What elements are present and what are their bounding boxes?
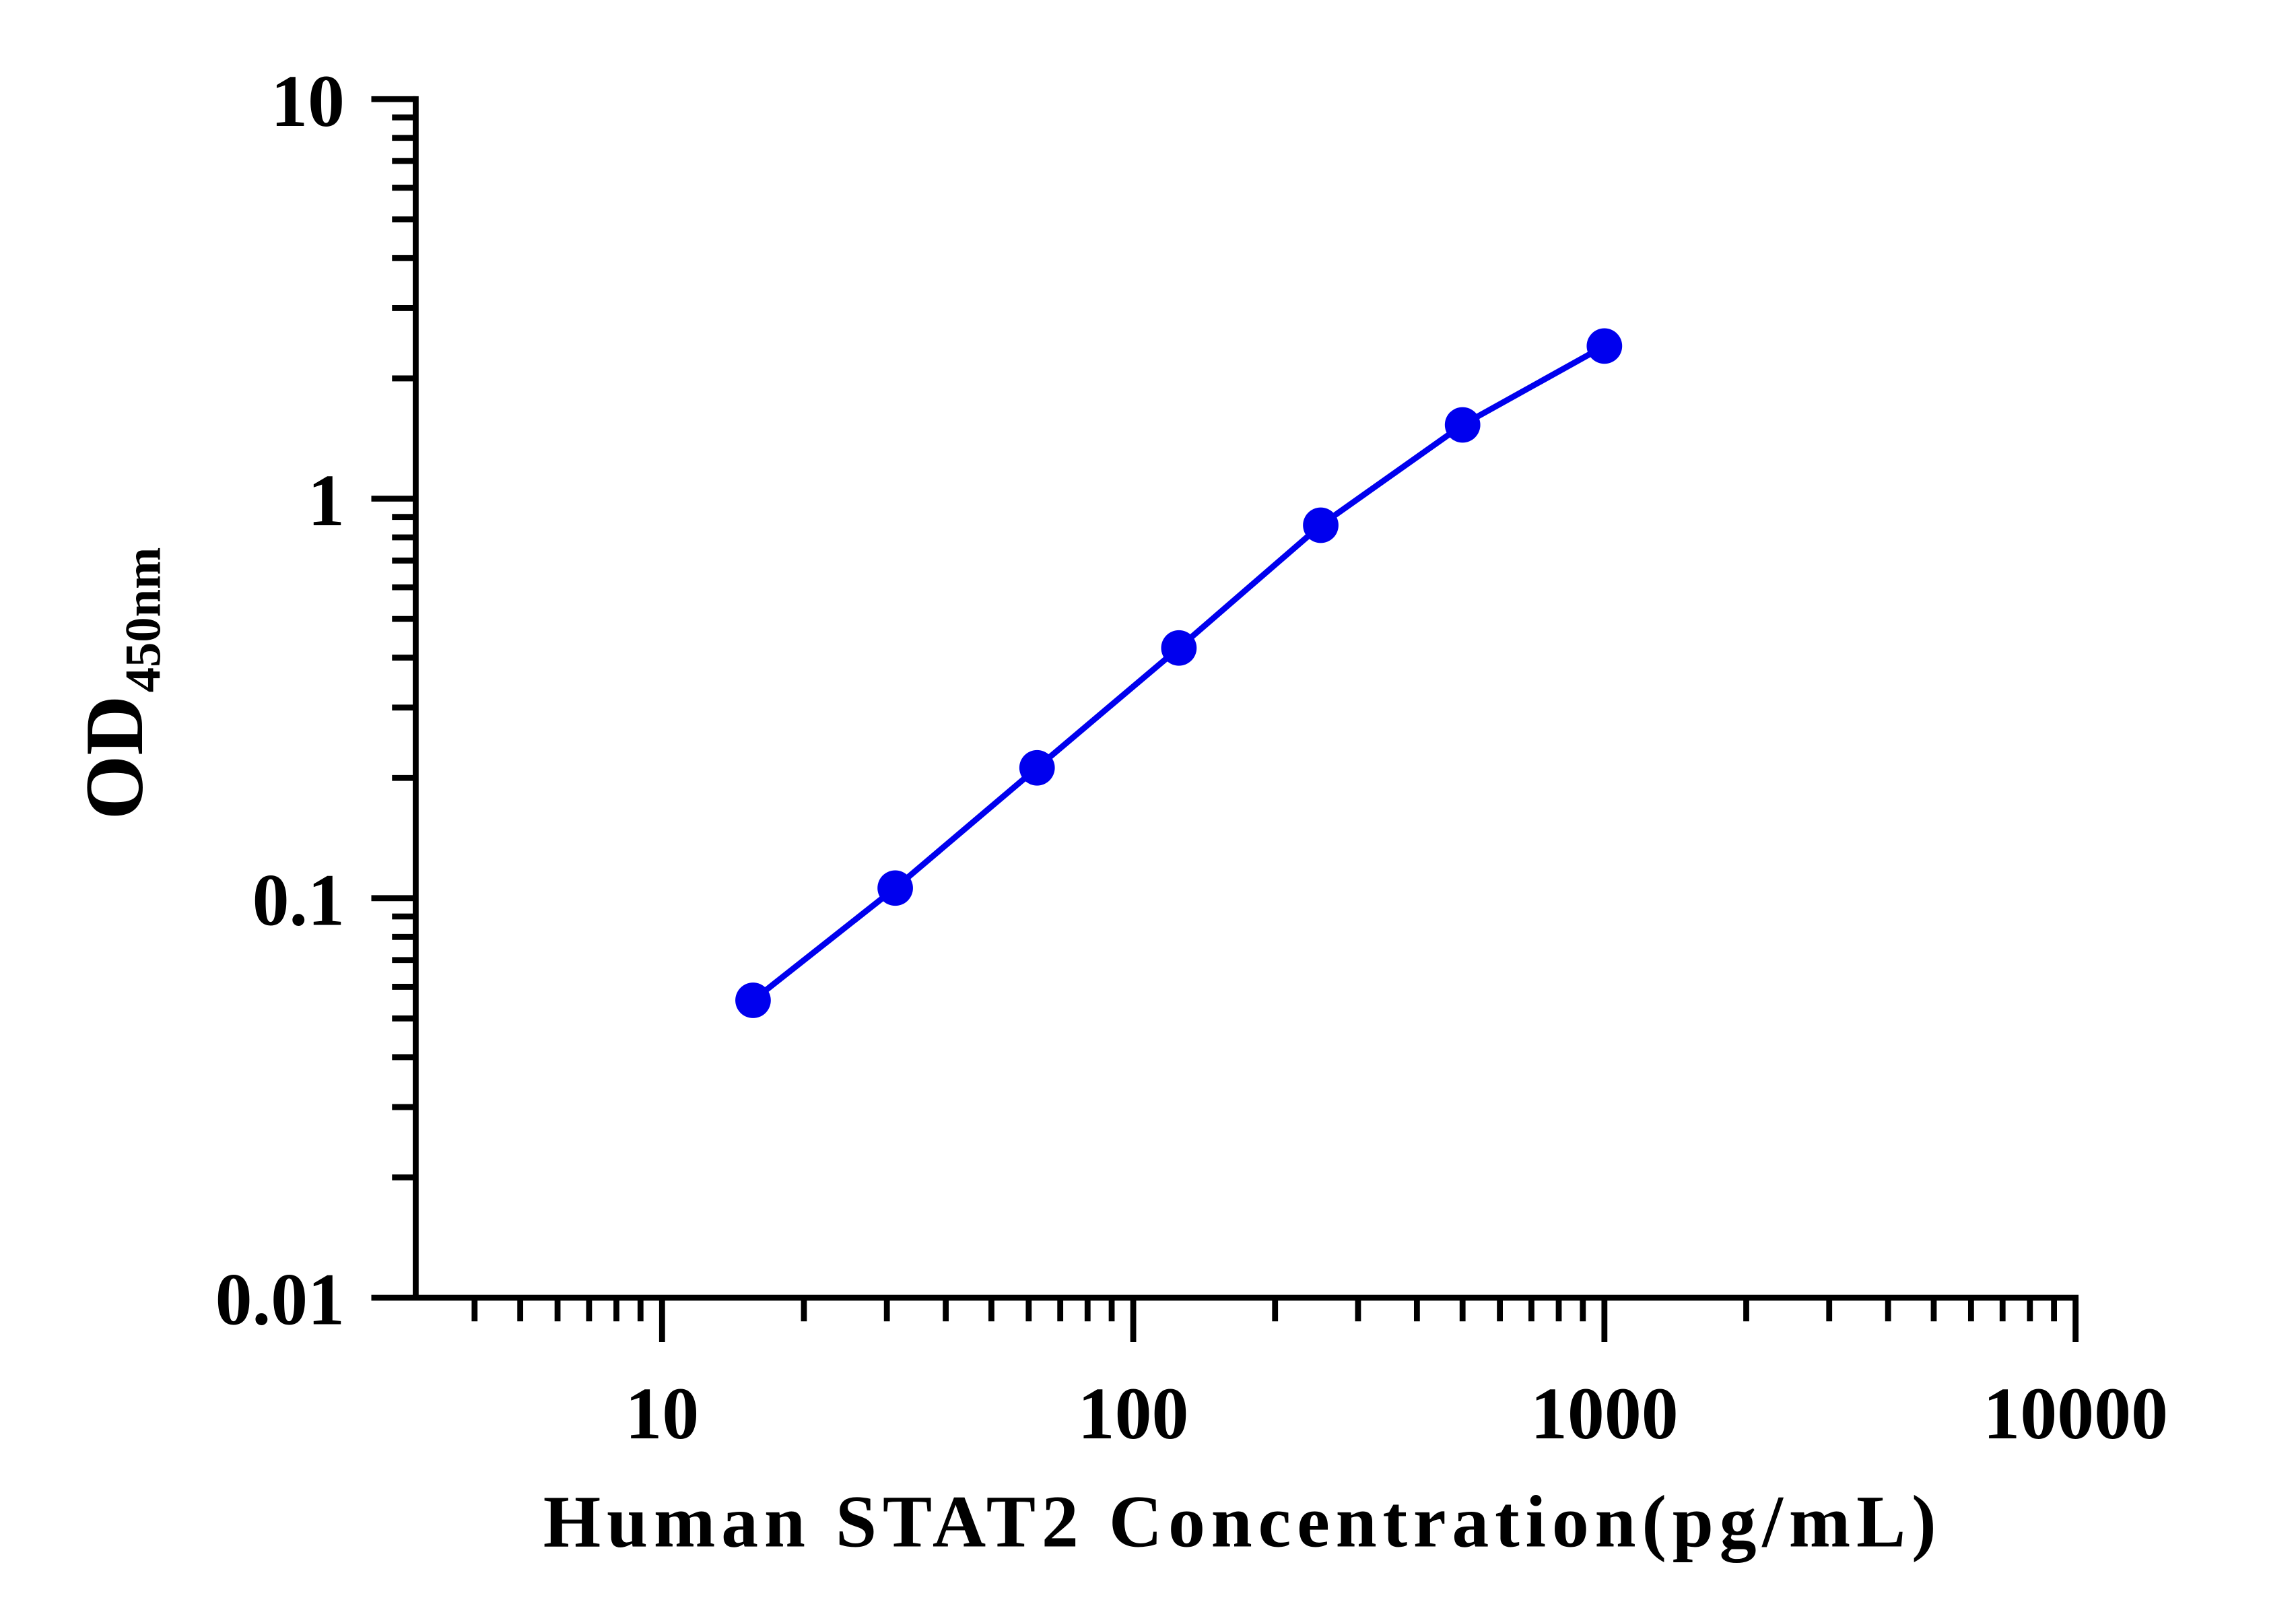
y-axis-label-subscript: 450nm [115, 547, 171, 693]
data-point [735, 982, 771, 1018]
x-tick-label: 10000 [1983, 1372, 2168, 1455]
x-tick-label: 100 [1078, 1372, 1189, 1455]
series-line [751, 343, 1606, 1003]
data-point [1303, 507, 1339, 543]
y-tick-label: 1 [308, 459, 345, 541]
data-point [1586, 328, 1623, 364]
x-tick-label: 1000 [1530, 1372, 1679, 1455]
y-tick-label: 10 [271, 60, 345, 142]
data-point [877, 870, 913, 906]
y-tick-label: 0.1 [252, 859, 345, 941]
data-point [1444, 407, 1481, 443]
x-axis-label: Human STAT2 Concentration(pg/mL) [543, 1480, 1943, 1562]
y-axis-label: OD [68, 696, 160, 820]
x-tick-label: 10 [625, 1372, 699, 1455]
y-tick-label: 0.01 [215, 1259, 345, 1341]
data-point [1161, 630, 1197, 666]
y-axis-label-group: OD 450nm [68, 547, 171, 820]
data-point [1019, 749, 1055, 786]
